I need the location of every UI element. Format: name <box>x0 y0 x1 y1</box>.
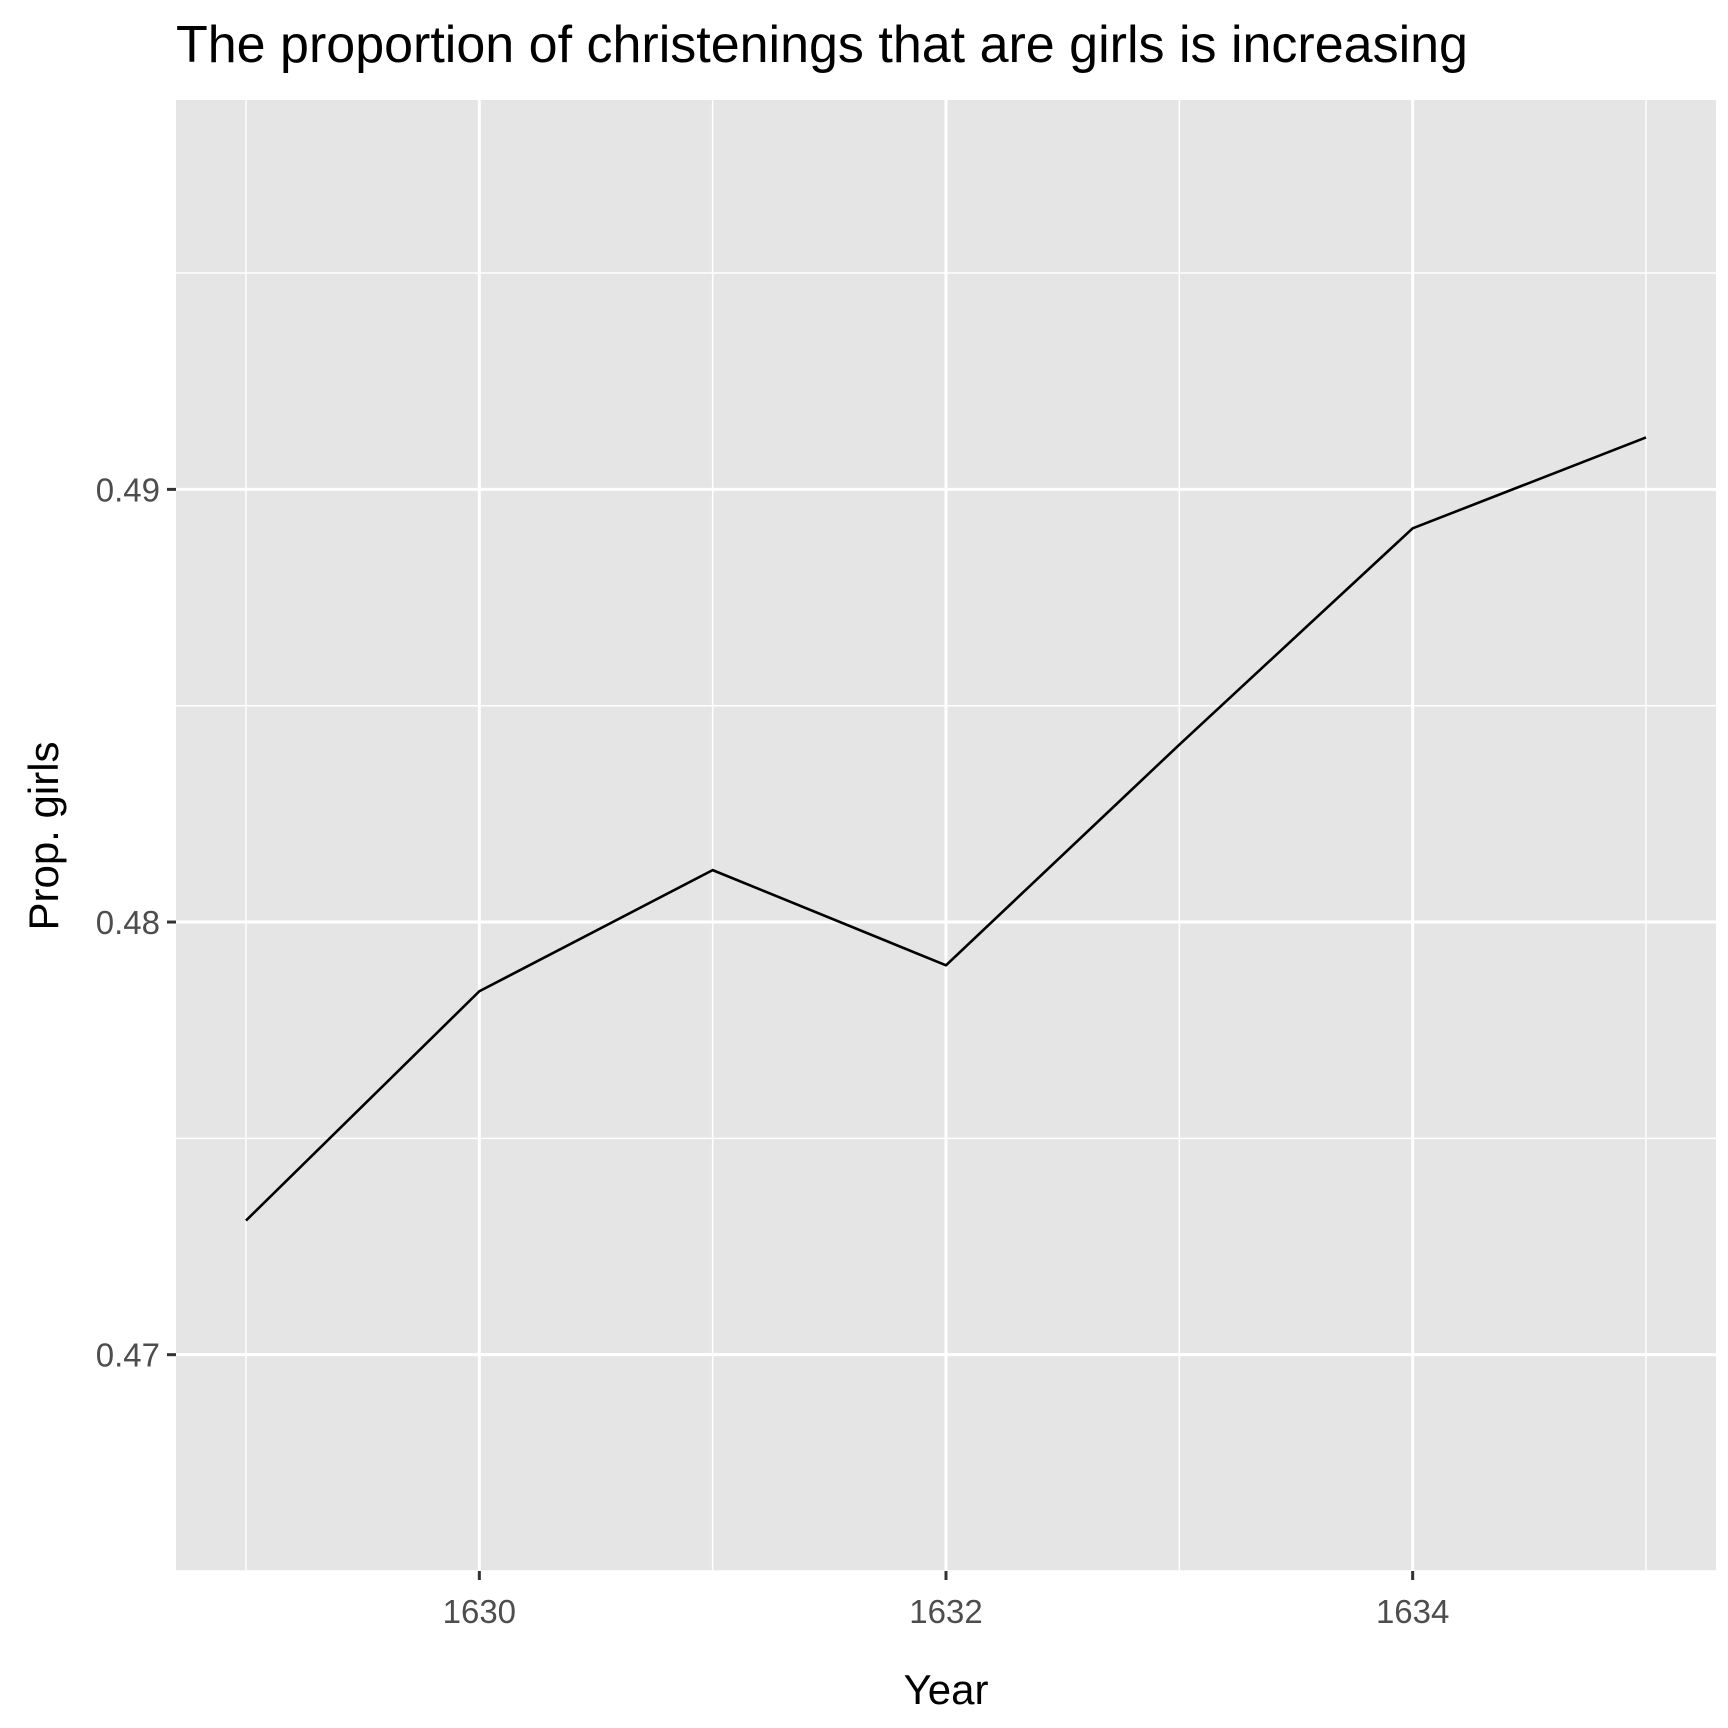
x-tick-label: 1634 <box>1376 1593 1449 1630</box>
y-tick-label: 0.49 <box>96 471 160 508</box>
y-tick-label: 0.48 <box>96 904 160 941</box>
y-tick-label: 0.47 <box>96 1337 160 1374</box>
y-axis: 0.47 0.48 0.49 <box>96 471 176 1374</box>
x-axis: 1630 1632 1634 <box>443 1571 1449 1630</box>
series-layer <box>245 436 1647 1222</box>
series-line <box>245 436 1647 1222</box>
x-tick-label: 1632 <box>909 1593 982 1630</box>
major-gridlines <box>176 100 1716 1571</box>
chart-title: The proportion of christenings that are … <box>176 16 1468 74</box>
y-axis-title: Prop. girls <box>20 741 67 930</box>
x-axis-title: Year <box>904 1666 989 1713</box>
x-tick-label: 1630 <box>443 1593 516 1630</box>
